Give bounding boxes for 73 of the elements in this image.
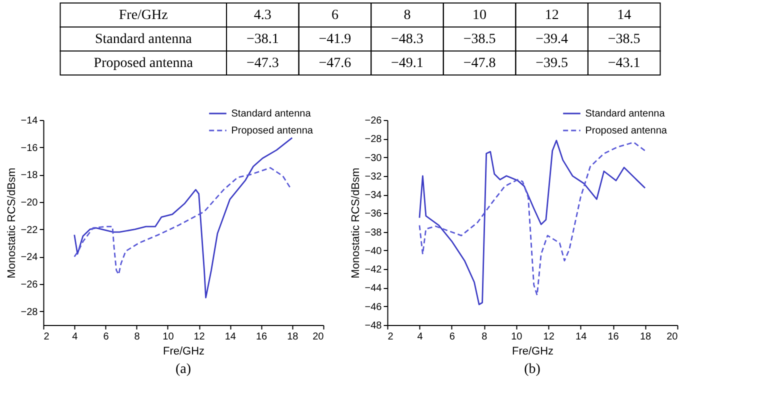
x-tick-label: 2 xyxy=(388,332,394,342)
y-tick-label: −42 xyxy=(364,264,382,276)
y-tick-label: −34 xyxy=(364,190,382,202)
x-tick-label: 8 xyxy=(482,332,488,342)
category-label: 4.3 xyxy=(254,8,272,23)
y-tick-label: −26 xyxy=(364,116,382,126)
text: Proposed antenna xyxy=(94,56,194,71)
y-tick-label: −26 xyxy=(20,280,38,290)
y-tick-label: −28 xyxy=(20,306,38,318)
y-tick-label: −16 xyxy=(20,142,38,154)
x-tick-label: 20 xyxy=(312,332,324,342)
legend-label: Standard antenna xyxy=(585,108,666,120)
x-tick-label: 12 xyxy=(194,332,206,342)
x-tick-label: 6 xyxy=(103,332,110,342)
x-tick-label: 18 xyxy=(640,332,652,342)
y-tick-label: −40 xyxy=(364,246,382,257)
x-tick-label: 10 xyxy=(162,332,174,342)
x-tick-label: 4 xyxy=(72,332,78,342)
data-label: −43.1 xyxy=(608,56,640,71)
text: Standard antenna xyxy=(94,32,193,47)
y-tick-label: −14 xyxy=(20,116,38,126)
x-tick-label: 20 xyxy=(666,332,678,342)
category-label: 14 xyxy=(617,8,632,23)
y-tick-label: −44 xyxy=(364,283,382,294)
category-label: 8 xyxy=(404,8,411,23)
data-label: −38.5 xyxy=(608,32,640,47)
y-axis-title: Monostatic RCS/dBsm xyxy=(6,168,18,278)
data-label: −41.9 xyxy=(318,32,352,47)
legend-label: Proposed antenna xyxy=(585,126,668,136)
category-label: 6 xyxy=(331,8,338,23)
data-label: −49.1 xyxy=(391,56,424,71)
y-tick-label: −32 xyxy=(364,171,382,182)
legend-label: Proposed antenna xyxy=(231,126,314,136)
data-label: −38.5 xyxy=(463,32,496,47)
line-series xyxy=(74,137,293,298)
x-tick-label: 10 xyxy=(511,332,523,342)
x-tick-label: 14 xyxy=(224,332,236,342)
line-series xyxy=(74,167,292,276)
x-tick-label: 14 xyxy=(576,332,588,342)
y-tick-label: −22 xyxy=(20,224,38,236)
x-tick-label: 18 xyxy=(287,332,299,342)
x-tick-label: 4 xyxy=(417,332,424,342)
y-tick-label: −36 xyxy=(364,208,382,220)
data-label: −38.1 xyxy=(246,32,279,47)
text: (b) xyxy=(524,362,541,377)
y-tick-label: −18 xyxy=(20,170,38,182)
x-tick-label: 2 xyxy=(44,332,50,342)
x-tick-label: 8 xyxy=(134,332,140,342)
text: (a) xyxy=(175,362,192,377)
data-label: −39.4 xyxy=(536,32,568,47)
data-label: −47.6 xyxy=(318,56,352,71)
text: Fre/GHz xyxy=(118,8,168,23)
x-axis-title: Fre/GHz xyxy=(512,346,554,358)
y-tick-label: −38 xyxy=(364,227,382,238)
y-tick-label: −24 xyxy=(20,252,38,264)
legend-label: Standard antenna xyxy=(231,108,312,120)
y-tick-label: −30 xyxy=(364,152,382,164)
y-tick-label: −48 xyxy=(364,320,382,332)
y-axis-title: Monostatic RCS/dBsm xyxy=(350,168,362,278)
x-tick-label: 16 xyxy=(608,332,620,342)
y-tick-label: −28 xyxy=(364,134,382,146)
x-axis-title: Fre/GHz xyxy=(162,346,205,358)
data-label: −47.3 xyxy=(246,56,279,71)
category-label: 10 xyxy=(472,8,487,23)
x-tick-label: 6 xyxy=(449,332,456,342)
data-label: −47.8 xyxy=(463,56,496,71)
x-tick-label: 16 xyxy=(256,332,268,342)
y-tick-label: −20 xyxy=(20,198,38,208)
x-tick-label: 12 xyxy=(543,332,555,342)
data-label: −48.3 xyxy=(391,32,424,47)
data-label: −39.5 xyxy=(536,56,568,71)
category-label: 12 xyxy=(544,8,559,23)
y-tick-label: −46 xyxy=(364,302,382,313)
